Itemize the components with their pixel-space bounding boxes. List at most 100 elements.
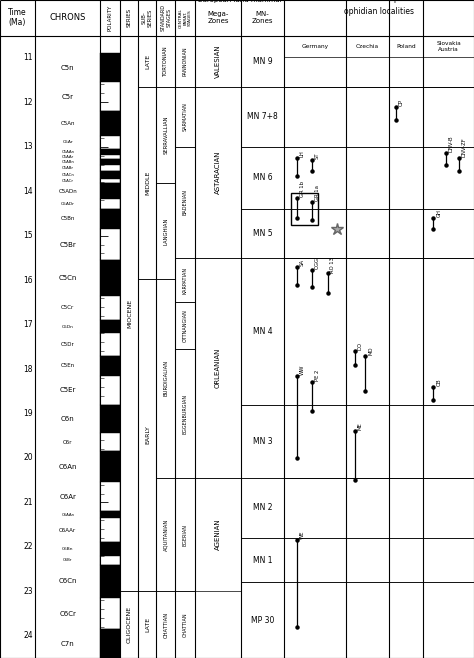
Text: VALESIAN: VALESIAN <box>215 44 221 78</box>
Text: C5Dn: C5Dn <box>62 325 74 329</box>
Text: OTTNANGIAN: OTTNANGIAN <box>183 309 188 342</box>
Bar <box>100 199 120 209</box>
Text: 11: 11 <box>23 53 33 63</box>
Text: ST: ST <box>315 153 320 159</box>
Bar <box>100 149 120 155</box>
Text: Germany: Germany <box>301 43 329 49</box>
Text: C5ADr: C5ADr <box>61 202 75 206</box>
Text: MIDDLE: MIDDLE <box>145 170 150 195</box>
Bar <box>100 334 120 356</box>
Text: SERIES: SERIES <box>127 8 132 28</box>
Text: CENTRAL
PARAT.
STAGES: CENTRAL PARAT. STAGES <box>179 8 192 28</box>
Text: C6Cr: C6Cr <box>59 611 76 617</box>
Text: MO: MO <box>368 346 373 355</box>
Text: AGENIAN: AGENIAN <box>215 519 221 551</box>
Text: ASTARACIAN: ASTARACIAN <box>215 151 221 194</box>
Text: LH: LH <box>300 150 305 157</box>
Bar <box>100 111 120 136</box>
Text: C6An: C6An <box>58 464 77 470</box>
Text: 20: 20 <box>23 453 33 463</box>
Bar <box>100 451 120 482</box>
Text: C5r: C5r <box>62 93 74 100</box>
Bar <box>100 82 120 111</box>
Text: DO: DO <box>357 342 363 350</box>
Text: C5n: C5n <box>61 64 74 71</box>
Text: EARLY: EARLY <box>145 426 150 444</box>
Text: C6Bn: C6Bn <box>62 547 73 551</box>
Bar <box>100 179 120 183</box>
Bar <box>100 511 120 518</box>
Bar <box>100 598 120 629</box>
Bar <box>100 542 120 556</box>
Text: OLIGOCENE: OLIGOCENE <box>127 606 132 644</box>
Text: C5An: C5An <box>61 121 75 126</box>
Text: Slovakia
Austria: Slovakia Austria <box>436 41 461 51</box>
Text: MN 3: MN 3 <box>253 437 273 445</box>
Text: CHATTIAN: CHATTIAN <box>183 613 188 637</box>
Text: 21: 21 <box>23 498 33 507</box>
Bar <box>100 434 120 451</box>
Bar <box>100 171 120 179</box>
Text: ORLEANIAN: ORLEANIAN <box>215 347 221 388</box>
Text: PE 2: PE 2 <box>315 370 320 382</box>
Text: MN-
Zones: MN- Zones <box>252 11 273 24</box>
Bar <box>100 518 120 542</box>
Text: DNV-B: DNV-B <box>449 136 454 153</box>
Text: MN 1: MN 1 <box>253 556 273 565</box>
Text: EGGENBURGIAN: EGGENBURGIAN <box>183 393 188 434</box>
Bar <box>100 556 120 565</box>
Bar <box>100 482 120 511</box>
Bar <box>100 53 120 82</box>
Text: MN 7+8: MN 7+8 <box>247 113 278 121</box>
Bar <box>100 136 120 149</box>
Text: C5ADn: C5ADn <box>58 189 77 193</box>
Text: C5Cn: C5Cn <box>59 275 77 281</box>
Text: GR 1a: GR 1a <box>315 186 320 201</box>
Bar <box>100 295 120 320</box>
Text: SA: SA <box>300 259 305 266</box>
Text: 13: 13 <box>23 142 33 151</box>
Text: SERRAVALLIAN: SERRAVALLIAN <box>164 116 168 154</box>
Text: 15: 15 <box>23 231 33 240</box>
Text: C5Br: C5Br <box>59 241 76 247</box>
Text: MN 5: MN 5 <box>253 229 273 238</box>
Text: PANNONIAN: PANNONIAN <box>183 46 188 76</box>
Text: C6AAr: C6AAr <box>59 528 76 533</box>
Text: 22: 22 <box>23 542 33 551</box>
Text: TORTONIAN: TORTONIAN <box>164 46 168 76</box>
Text: C5AAr: C5AAr <box>62 155 74 159</box>
Text: STANDARD
STAGES: STANDARD STAGES <box>161 5 171 32</box>
Text: ophidian localities: ophidian localities <box>344 7 414 16</box>
Text: C5ABr: C5ABr <box>62 166 74 170</box>
Text: OP: OP <box>399 99 403 106</box>
Text: C6n: C6n <box>61 416 75 422</box>
Text: MN 6: MN 6 <box>253 173 273 182</box>
Text: C5ACr: C5ACr <box>62 179 74 183</box>
Text: KARPATIAN: KARPATIAN <box>183 266 188 293</box>
Text: DNV-ZF: DNV-ZF <box>462 137 466 157</box>
Text: AQUITANIAN: AQUITANIAN <box>164 519 168 551</box>
Bar <box>100 209 120 229</box>
Text: RO 13: RO 13 <box>330 257 336 272</box>
Text: OGG: OGG <box>315 257 320 269</box>
Text: GR 1b: GR 1b <box>300 181 305 197</box>
Text: C5Er: C5Er <box>60 387 76 393</box>
Text: 14: 14 <box>23 187 33 195</box>
Text: POLARITY: POLARITY <box>108 5 113 31</box>
Text: 16: 16 <box>23 276 33 285</box>
Bar <box>100 229 120 260</box>
Text: 24: 24 <box>23 631 33 640</box>
Bar <box>100 629 120 658</box>
Text: C6AAn: C6AAn <box>61 513 74 517</box>
Text: MP 30: MP 30 <box>251 616 274 624</box>
Text: LATE: LATE <box>145 53 150 68</box>
Text: C7n: C7n <box>61 640 75 647</box>
Text: ME: ME <box>357 422 363 430</box>
Bar <box>100 165 120 171</box>
Text: LATE: LATE <box>145 617 150 632</box>
Text: C5ABn: C5ABn <box>61 161 74 164</box>
Text: European land mammal: European land mammal <box>198 0 282 3</box>
Text: LANGHIAN: LANGHIAN <box>164 217 168 245</box>
Text: SUB-
SERIES: SUB- SERIES <box>142 9 153 27</box>
Text: Mega-
Zones: Mega- Zones <box>207 11 229 24</box>
